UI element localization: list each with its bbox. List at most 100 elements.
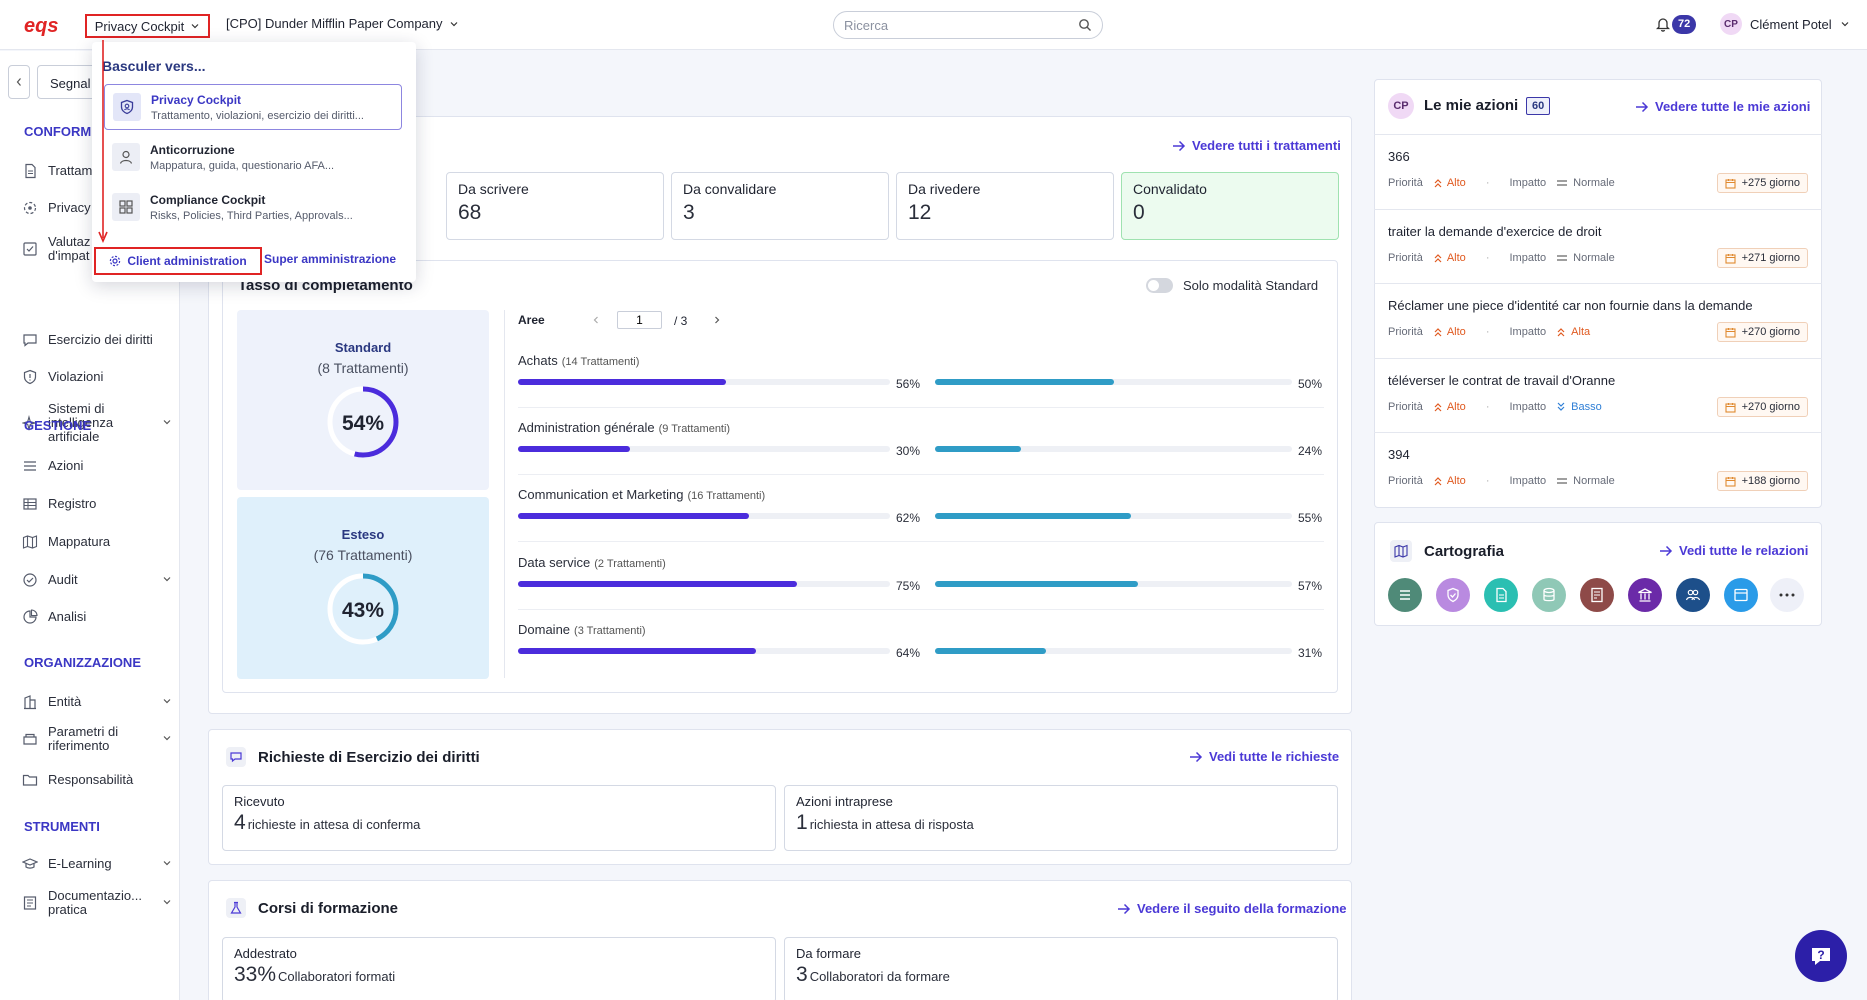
standard-mode-toggle[interactable] bbox=[1146, 278, 1173, 293]
area-label: Achats bbox=[518, 353, 558, 368]
box-label: Addestrato bbox=[234, 946, 297, 961]
document-icon[interactable] bbox=[1484, 578, 1518, 612]
impact-label: Impatto bbox=[1509, 475, 1547, 487]
company-switcher[interactable]: [CPO] Dunder Mifflin Paper Company bbox=[226, 16, 459, 31]
svg-text:?: ? bbox=[1817, 948, 1824, 962]
stat-da-scrivere[interactable]: Da scrivere 68 bbox=[446, 172, 664, 240]
bell-icon[interactable] bbox=[1656, 16, 1670, 32]
sidebar-item-privacy[interactable]: Privacy bbox=[22, 200, 172, 216]
priority-value: Alto bbox=[1446, 252, 1466, 264]
double-chevron-up-icon bbox=[1434, 254, 1442, 263]
sidebar-item-parametri[interactable]: Parametri di riferimento bbox=[22, 725, 172, 753]
sidebar-item-violazioni[interactable]: Violazioni bbox=[22, 369, 172, 385]
priority-value: Alto bbox=[1446, 475, 1466, 487]
people-icon bbox=[1685, 589, 1701, 601]
switch-item-desc: Mappatura, guida, questionario AFA... bbox=[150, 159, 335, 172]
calendar-icon bbox=[1725, 327, 1736, 338]
sidebar-item-analisi[interactable]: Analisi bbox=[22, 609, 172, 625]
stat-da-convalidare[interactable]: Da convalidare 3 bbox=[671, 172, 889, 240]
database-icon[interactable] bbox=[1532, 578, 1566, 612]
sidebar-item-registro[interactable]: Registro bbox=[22, 496, 172, 512]
area-row[interactable]: Domaine (3 Trattamenti) 64% 31% bbox=[518, 622, 1324, 688]
standard-percent: 75% bbox=[896, 579, 921, 593]
addestrato-box[interactable]: Addestrato 33% Collaboratori formati bbox=[222, 937, 776, 1000]
row-divider bbox=[518, 541, 1324, 542]
action-item[interactable]: téléverser le contrat de travail d'Orann… bbox=[1374, 358, 1822, 432]
sidebar-item-valutazioni[interactable]: Valutaz d'impat bbox=[22, 235, 172, 263]
link-label: Vedere il seguito della formazione bbox=[1137, 901, 1347, 916]
sidebar-item-azioni[interactable]: Azioni bbox=[22, 458, 172, 474]
list-icon bbox=[1400, 590, 1410, 600]
area-row[interactable]: Communication et Marketing (16 Trattament… bbox=[518, 487, 1324, 553]
user-menu[interactable]: CP Clément Potel bbox=[1720, 13, 1850, 35]
action-item[interactable]: traiter la demande d'exercice de droit Pr… bbox=[1374, 209, 1822, 283]
certificate-icon[interactable] bbox=[1580, 578, 1614, 612]
azioni-intraprese-box[interactable]: Azioni intraprese 1 richiesta in attesa d… bbox=[784, 785, 1338, 851]
see-all-requests-link[interactable]: Vedi tutte le richieste bbox=[1189, 749, 1339, 764]
more-icon[interactable] bbox=[1770, 578, 1804, 612]
stat-convalidato[interactable]: Convalidato 0 bbox=[1121, 172, 1339, 240]
see-all-my-actions-link[interactable]: Vedere tutte le mie azioni bbox=[1635, 99, 1810, 114]
notification-badge[interactable]: 72 bbox=[1672, 15, 1697, 34]
link-label: Vedere tutti i trattamenti bbox=[1192, 138, 1341, 153]
area-row[interactable]: Data service (2 Trattamenti) 75% 57% bbox=[518, 555, 1324, 621]
esteso-percent: 50% bbox=[1298, 377, 1323, 391]
stat-label: Da scrivere bbox=[458, 181, 529, 197]
institution-icon[interactable] bbox=[1628, 578, 1662, 612]
action-item[interactable]: 394 Priorità Alto · Impatto Normale +188 giorn… bbox=[1374, 432, 1822, 506]
collapse-sidebar-button[interactable] bbox=[8, 65, 30, 99]
top-bar: eqs Privacy Cockpit [CPO] Dunder Mifflin… bbox=[0, 0, 1867, 50]
browser-icon[interactable] bbox=[1724, 578, 1758, 612]
area-row[interactable]: Achats (14 Trattamenti) 56% 50% bbox=[518, 353, 1324, 419]
box-label: Ricevuto bbox=[234, 794, 285, 809]
search-input[interactable] bbox=[844, 17, 1078, 33]
sidebar-item-label: Mappatura bbox=[48, 534, 111, 549]
list-icon[interactable] bbox=[1388, 578, 1422, 612]
chevron-left-icon[interactable] bbox=[591, 315, 601, 325]
people-icon[interactable] bbox=[1676, 578, 1710, 612]
sidebar-item-label: E-Learning bbox=[48, 856, 112, 871]
sidebar-item-entita[interactable]: Entità bbox=[22, 694, 172, 710]
app-switcher-button[interactable]: Privacy Cockpit bbox=[85, 14, 210, 38]
super-admin-link[interactable]: Super amministrazione bbox=[264, 252, 397, 266]
sidebar-item-documentazione[interactable]: Documentazio... pratica bbox=[22, 889, 172, 917]
search-icon[interactable] bbox=[1078, 18, 1092, 32]
row-divider bbox=[518, 407, 1324, 408]
priority-label: Priorità bbox=[1388, 401, 1423, 413]
due-days-chip: +270 giorno bbox=[1716, 322, 1808, 342]
action-item[interactable]: 366 Priorità Alto · Impatto Normale +275 giorn… bbox=[1374, 134, 1822, 208]
sidebar-item-responsabilita[interactable]: Responsabilità bbox=[22, 772, 172, 788]
shield-check-icon[interactable] bbox=[1436, 578, 1470, 612]
action-title: 366 bbox=[1388, 149, 1410, 164]
da-formare-box[interactable]: Da formare 3 Collaboratori da formare bbox=[784, 937, 1338, 1000]
calendar-icon bbox=[1725, 178, 1736, 189]
sidebar-item-esercizio[interactable]: Esercizio dei diritti bbox=[22, 332, 172, 348]
client-administration-button[interactable]: Client administration bbox=[94, 247, 262, 275]
see-all-relations-link[interactable]: Vedi tutte le relazioni bbox=[1659, 543, 1808, 558]
switch-privacy-cockpit[interactable]: Privacy Cockpit Trattamento, violazioni,… bbox=[104, 84, 402, 130]
standard-bar bbox=[518, 648, 890, 654]
area-row[interactable]: Administration générale (9 Trattamenti) 30… bbox=[518, 420, 1324, 486]
page-input[interactable] bbox=[617, 311, 662, 329]
area-name: Domaine (3 Trattamenti) bbox=[518, 622, 646, 637]
see-all-processing-link[interactable]: Vedere tutti i trattamenti bbox=[1172, 138, 1341, 153]
box-sub: Collaboratori da formare bbox=[809, 969, 950, 984]
chevron-right-icon[interactable] bbox=[712, 315, 722, 325]
action-item[interactable]: Réclamer une piece d'identité car non fo… bbox=[1374, 283, 1822, 357]
sidebar-item-sistemi-ia[interactable]: Sistemi di intelligenza artificiale bbox=[22, 402, 172, 444]
richieste-title: Richieste di Esercizio dei diritti bbox=[258, 749, 480, 766]
eqs-logo[interactable]: eqs bbox=[24, 14, 66, 36]
stat-da-rivedere[interactable]: Da rivedere 12 bbox=[896, 172, 1114, 240]
company-name: [CPO] Dunder Mifflin Paper Company bbox=[226, 16, 443, 31]
help-chat-button[interactable]: ? bbox=[1795, 930, 1847, 982]
switch-compliance-cockpit[interactable]: Compliance Cockpit Risks, Policies, Thir… bbox=[104, 184, 402, 230]
sidebar-item-mappatura[interactable]: Mappatura bbox=[22, 534, 172, 550]
arrow-right-icon bbox=[1636, 101, 1649, 112]
sidebar-item-audit[interactable]: Audit bbox=[22, 572, 172, 588]
ricevuto-box[interactable]: Ricevuto 4 richieste in attesa di conferm… bbox=[222, 785, 776, 851]
sidebar-item-trattamenti[interactable]: Trattam bbox=[22, 163, 172, 179]
sidebar-item-elearning[interactable]: E-Learning bbox=[22, 856, 172, 872]
switch-anticorruzione[interactable]: Anticorruzione Mappatura, guida, questio… bbox=[104, 134, 402, 180]
arrow-right-icon bbox=[1660, 545, 1673, 556]
training-follow-up-link[interactable]: Vedere il seguito della formazione bbox=[1117, 901, 1347, 916]
